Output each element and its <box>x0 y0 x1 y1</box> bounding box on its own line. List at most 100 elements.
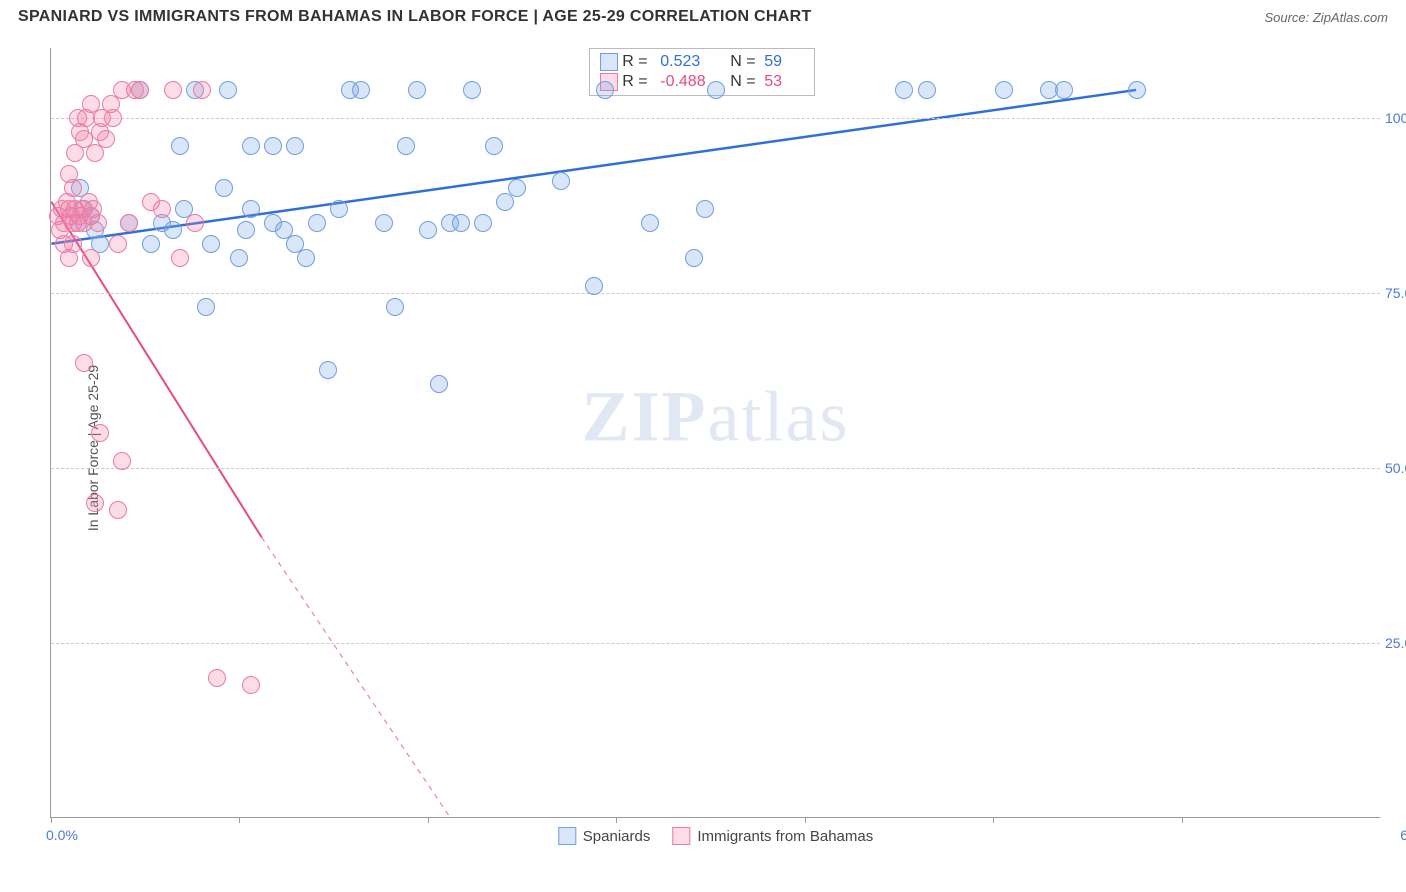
data-point <box>408 81 426 99</box>
gridline <box>51 468 1380 469</box>
data-point <box>641 214 659 232</box>
gridline <box>51 643 1380 644</box>
x-tick <box>1182 817 1183 823</box>
data-point <box>297 249 315 267</box>
data-point <box>104 109 122 127</box>
x-tick <box>993 817 994 823</box>
data-point <box>242 137 260 155</box>
data-point <box>386 298 404 316</box>
data-point <box>171 137 189 155</box>
data-point <box>164 81 182 99</box>
data-point <box>264 137 282 155</box>
data-point <box>86 494 104 512</box>
data-point <box>375 214 393 232</box>
stat-r-label: R = <box>622 73 660 91</box>
legend: Spaniards Immigrants from Bahamas <box>558 827 873 845</box>
x-tick <box>805 817 806 823</box>
data-point <box>131 81 149 99</box>
data-point <box>171 249 189 267</box>
data-point <box>242 676 260 694</box>
data-point <box>230 249 248 267</box>
data-point <box>696 200 714 218</box>
data-point <box>1128 81 1146 99</box>
stat-n-label: N = <box>730 53 764 71</box>
y-tick-label: 25.0% <box>1385 635 1406 651</box>
gridline <box>51 293 1380 294</box>
data-point <box>109 501 127 519</box>
legend-swatch-icon <box>672 827 690 845</box>
x-tick <box>51 817 52 823</box>
correlation-stats-box: R =0.523N =59R =-0.488N =53 <box>589 48 815 96</box>
stat-n-value: 59 <box>764 53 804 71</box>
legend-swatch-icon <box>558 827 576 845</box>
data-point <box>585 277 603 295</box>
data-point <box>1055 81 1073 99</box>
x-axis-min-label: 0.0% <box>46 827 78 843</box>
data-point <box>341 81 359 99</box>
data-point <box>202 235 220 253</box>
data-point <box>197 298 215 316</box>
data-point <box>895 81 913 99</box>
y-tick-label: 100.0% <box>1385 110 1406 126</box>
data-point <box>153 200 171 218</box>
data-point <box>82 249 100 267</box>
x-axis-max-label: 60.0% <box>1400 827 1406 843</box>
legend-label: Immigrants from Bahamas <box>697 828 873 845</box>
chart-container: In Labor Force | Age 25-29 ZIPatlas 0.0%… <box>0 38 1406 858</box>
chart-title: SPANIARD VS IMMIGRANTS FROM BAHAMAS IN L… <box>18 8 812 26</box>
stat-n-value: 53 <box>764 73 804 91</box>
data-point <box>474 214 492 232</box>
data-point <box>97 130 115 148</box>
data-point <box>485 137 503 155</box>
data-point <box>286 137 304 155</box>
data-point <box>64 179 82 197</box>
data-point <box>685 249 703 267</box>
data-point <box>75 354 93 372</box>
data-point <box>142 235 160 253</box>
data-point <box>707 81 725 99</box>
y-tick-label: 50.0% <box>1385 460 1406 476</box>
watermark: ZIPatlas <box>582 376 850 459</box>
data-point <box>463 81 481 99</box>
plot-area: ZIPatlas 0.0% 60.0% R =0.523N =59R =-0.4… <box>50 48 1380 818</box>
x-tick <box>239 817 240 823</box>
data-point <box>430 375 448 393</box>
y-tick-label: 75.0% <box>1385 285 1406 301</box>
data-point <box>109 235 127 253</box>
data-point <box>397 137 415 155</box>
stat-r-value: 0.523 <box>660 53 730 71</box>
legend-label: Spaniards <box>583 828 651 845</box>
data-point <box>452 214 470 232</box>
stats-swatch-icon <box>600 53 618 71</box>
data-point <box>552 172 570 190</box>
data-point <box>164 221 182 239</box>
stat-n-label: N = <box>730 73 764 91</box>
data-point <box>319 361 337 379</box>
data-point <box>89 214 107 232</box>
data-point <box>219 81 237 99</box>
data-point <box>995 81 1013 99</box>
data-point <box>193 81 211 99</box>
data-point <box>237 221 255 239</box>
data-point <box>120 214 138 232</box>
data-point <box>91 424 109 442</box>
legend-item-bahamas: Immigrants from Bahamas <box>672 827 873 845</box>
data-point <box>308 214 326 232</box>
source-attribution: Source: ZipAtlas.com <box>1264 10 1388 25</box>
data-point <box>242 200 260 218</box>
data-point <box>419 221 437 239</box>
data-point <box>596 81 614 99</box>
legend-item-spaniards: Spaniards <box>558 827 651 845</box>
x-tick <box>616 817 617 823</box>
gridline <box>51 118 1380 119</box>
data-point <box>113 452 131 470</box>
data-point <box>508 179 526 197</box>
data-point <box>215 179 233 197</box>
data-point <box>186 214 204 232</box>
data-point <box>208 669 226 687</box>
data-point <box>51 221 69 239</box>
data-point <box>918 81 936 99</box>
stat-r-label: R = <box>622 53 660 71</box>
x-tick <box>428 817 429 823</box>
data-point <box>330 200 348 218</box>
